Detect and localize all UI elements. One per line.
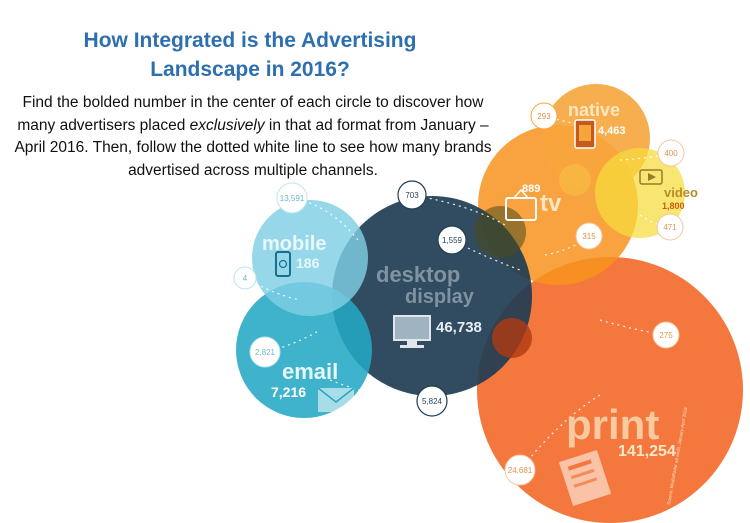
overlap-value: 5,824 [422, 397, 443, 406]
mobile-label: mobile [262, 233, 326, 255]
desktop-count: 46,738 [436, 319, 482, 336]
tv-label: tv [540, 190, 562, 217]
overlap-bubble-mobile-desktop: 13,591 [276, 182, 308, 214]
monitor-icon [393, 315, 431, 348]
intro-text-end: in that ad format from January – April 2… [14, 116, 492, 179]
overlap-bubble-video-bottom: 471 [656, 213, 684, 241]
overlap-bubble-email-desktop: 5,824 [416, 385, 448, 417]
email-label: email [282, 359, 338, 384]
overlap-highlights [474, 164, 591, 358]
overlap-bubble-print-left: 24,681 [504, 454, 536, 486]
smartphone-icon [275, 251, 291, 277]
tablet-icon [574, 119, 596, 149]
video-label: video [664, 185, 698, 200]
connector-mobile-email [244, 277, 301, 301]
video-count: 1,800 [662, 201, 685, 211]
overlap-value: 13,591 [280, 194, 305, 203]
overlap-bubble-native-left: 293 [530, 102, 558, 130]
overlap-value: 400 [664, 149, 678, 158]
print-count: 141,254 [618, 443, 676, 460]
overlap-value: 2,821 [255, 348, 276, 357]
overlap-bubble-video-top: 400 [657, 139, 685, 167]
mobile-count: 186 [296, 255, 320, 271]
newspaper-icon [558, 449, 612, 507]
circle-email [236, 282, 372, 418]
intro-text-start: Find the bolded number in the center of … [17, 94, 484, 134]
desktop-label-line2: display [405, 286, 475, 308]
overlap-bubble-tv-print: 315 [575, 222, 603, 250]
native-label: native [568, 100, 620, 120]
page-title: How Integrated is the Advertising Landsc… [40, 26, 460, 84]
overlap-value: 4 [243, 274, 248, 283]
overlap-bubble-desktop-tv: 703 [397, 180, 427, 210]
overlap-value: 1,559 [442, 236, 463, 245]
circle-print [477, 257, 743, 523]
overlap-native-tv [559, 164, 591, 196]
tv-count: 889 [522, 183, 540, 195]
play-icon [639, 169, 663, 185]
overlap-bubble-email-left: 2,821 [249, 336, 281, 368]
overlap-value: 275 [659, 331, 673, 340]
intro-text: Find the bolded number in the center of … [8, 92, 498, 182]
connector-email-left [264, 329, 321, 353]
desktop-label-line1: desktop [376, 262, 460, 287]
envelope-icon [317, 387, 355, 412]
intro-emphasis: exclusively [189, 116, 265, 134]
native-count: 4,463 [598, 125, 626, 137]
title-line-2: Landscape in 2016? [150, 58, 350, 81]
connector-tv-print [544, 236, 591, 256]
email-count: 7,216 [271, 384, 306, 400]
television-icon [505, 188, 537, 221]
title-line-1: How Integrated is the Advertising [83, 29, 417, 52]
overlap-value: 293 [537, 112, 551, 121]
overlap-value: 703 [405, 191, 419, 200]
circle-video [595, 148, 685, 238]
overlap-value: 315 [582, 232, 596, 241]
overlap-bubble-desktop-center: 1,559 [437, 225, 467, 255]
connector-video [619, 152, 671, 161]
overlap-value: 24,681 [508, 466, 533, 475]
overlap-bubble-mobile-email: 4 [233, 266, 257, 290]
circle-mobile [252, 200, 368, 316]
overlap-bubble-print-right: 275 [652, 321, 680, 349]
overlap-desktop-print [492, 318, 532, 358]
overlap-value: 471 [663, 223, 677, 232]
print-label: print [566, 401, 659, 448]
